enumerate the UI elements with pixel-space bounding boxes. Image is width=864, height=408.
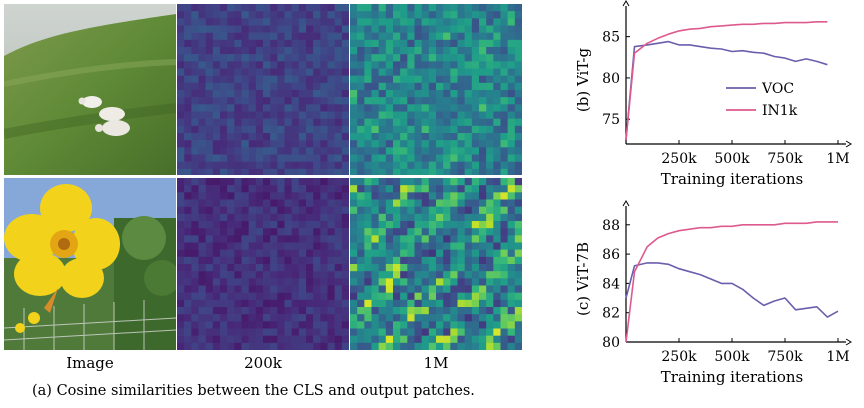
figure-caption: (a) Cosine similarities between the CLS … — [32, 383, 475, 399]
sheep-photo — [4, 4, 176, 175]
x-axis-label: Training iterations — [661, 170, 803, 188]
series-line-voc — [625, 40, 828, 140]
legend-label-in1k: IN1k — [762, 103, 798, 119]
legend-label-voc: VOC — [761, 81, 794, 97]
cosine-map-sheep-200k — [177, 4, 349, 175]
cosine-map-sheep-1M — [350, 4, 522, 175]
series-line-voc — [625, 262, 839, 318]
chart-vit-7b: 80 82 84 86 88 250k 500k 750k 1M Training iterati… — [574, 200, 852, 386]
flower-photo — [4, 178, 176, 350]
x-tick-label: 1M — [826, 349, 849, 365]
column-label-200k: 200k — [244, 354, 282, 372]
x-tick-label: 250k — [661, 151, 697, 167]
series-line-in1k — [625, 221, 838, 343]
y-tick-label: 84 — [602, 276, 620, 292]
series-line-in1k — [625, 20, 828, 140]
x-tick-label: 250k — [661, 349, 697, 365]
x-tick-label: 500k — [714, 349, 750, 365]
column-label-1M: 1M — [423, 354, 449, 372]
y-tick-label: 80 — [602, 71, 620, 87]
y-axis-label: (c) ViT-7B — [574, 242, 592, 316]
y-tick-label: 80 — [602, 335, 620, 351]
y-tick-label: 85 — [602, 30, 620, 46]
x-tick-label: 750k — [767, 349, 803, 365]
x-tick-label: 500k — [714, 151, 750, 167]
x-tick-label: 1M — [826, 151, 849, 167]
x-axis-label: Training iterations — [661, 368, 803, 386]
y-tick-label: 88 — [602, 218, 620, 234]
x-tick-label: 750k — [767, 151, 803, 167]
cosine-map-flower-200k — [177, 178, 349, 350]
cosine-map-flower-1M — [350, 178, 522, 350]
y-tick-label: 75 — [602, 112, 620, 128]
y-tick-label: 86 — [602, 247, 620, 263]
chart-vit-g: 75 80 85 250k 500k 750k 1M Training iterations (… — [574, 0, 852, 188]
y-axis-label: (b) ViT-g — [574, 48, 592, 113]
column-label-image: Image — [66, 354, 114, 372]
y-tick-label: 82 — [602, 306, 620, 322]
